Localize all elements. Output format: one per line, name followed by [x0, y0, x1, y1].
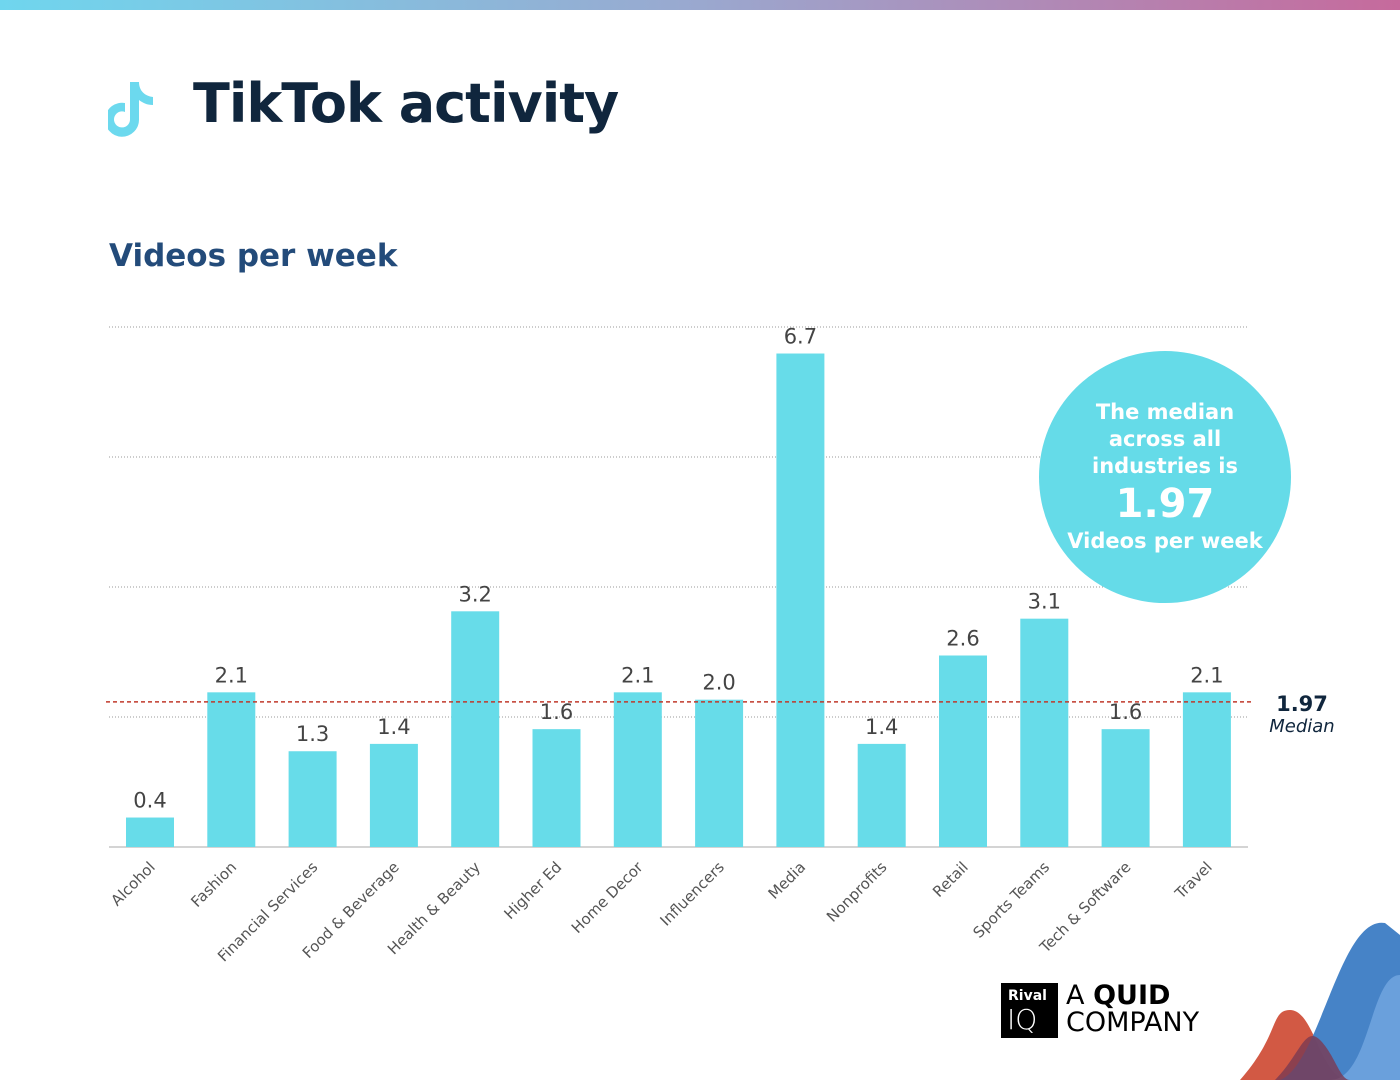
data-label: 3.2	[458, 582, 491, 606]
x-tick-label: Nonprofits	[823, 858, 891, 926]
bar	[939, 655, 987, 847]
data-label: 1.3	[296, 722, 329, 746]
data-label: 0.4	[133, 789, 166, 813]
data-label: 2.0	[702, 671, 735, 695]
x-tick-label: Sports Teams	[969, 858, 1053, 942]
bar	[1101, 729, 1150, 847]
data-label: 1.4	[865, 715, 898, 739]
decorative-waves	[1240, 922, 1400, 1080]
bar	[776, 353, 825, 847]
data-label: 2.6	[946, 626, 979, 650]
logo-brand2: IQ	[1007, 1003, 1038, 1036]
x-tick-label: Influencers	[656, 858, 728, 930]
tag-company: COMPANY	[1066, 1007, 1200, 1038]
bar	[451, 611, 500, 847]
chart-subtitle: Videos per week	[109, 238, 398, 274]
tag-quid: QUID	[1093, 980, 1171, 1011]
data-label: 2.1	[215, 663, 248, 687]
data-label: 6.7	[784, 325, 817, 349]
bar	[288, 751, 337, 847]
bar	[695, 699, 744, 847]
bar	[613, 692, 662, 847]
logo-brand: Rival	[1008, 988, 1047, 1004]
callout-value: 1.97	[1115, 481, 1215, 527]
page-title: TikTok activity	[193, 72, 619, 135]
bar	[126, 817, 174, 847]
median-text: Median	[1269, 716, 1335, 737]
bar	[1182, 692, 1231, 847]
callout-unit: Videos per week	[1067, 529, 1263, 553]
quid-tagline: A QUID COMPANY	[1066, 982, 1199, 1036]
data-label: 3.1	[1028, 590, 1061, 614]
bar	[207, 692, 256, 847]
data-label: 2.1	[1190, 663, 1223, 687]
x-tick-label: Home Decor	[568, 858, 647, 937]
x-tick-label: Fashion	[187, 858, 240, 911]
tag-a: A	[1066, 980, 1085, 1011]
median-callout: The median across all industries is 1.97…	[1039, 351, 1291, 603]
data-label: 1.4	[377, 715, 410, 739]
median-label: 1.97 Median	[1262, 692, 1342, 737]
x-tick-label: Media	[765, 858, 810, 903]
median-value: 1.97	[1276, 692, 1328, 716]
data-label: 1.6	[1109, 700, 1142, 724]
bar	[369, 743, 418, 847]
x-tick-label: Retail	[929, 858, 972, 901]
bar	[857, 743, 906, 847]
top-gradient-bar	[0, 0, 1400, 10]
x-tick-label: Alcohol	[107, 858, 158, 909]
data-label: 2.1	[621, 663, 654, 687]
rivaliq-logo: Rival IQ	[1001, 983, 1058, 1038]
x-tick-label: Travel	[1171, 858, 1216, 903]
bar	[1020, 618, 1069, 847]
bar	[532, 729, 581, 847]
data-label: 1.6	[540, 700, 573, 724]
tiktok-icon	[108, 82, 153, 137]
callout-text: The median across all industries is	[1092, 400, 1238, 478]
x-tick-label: Higher Ed	[501, 858, 566, 923]
